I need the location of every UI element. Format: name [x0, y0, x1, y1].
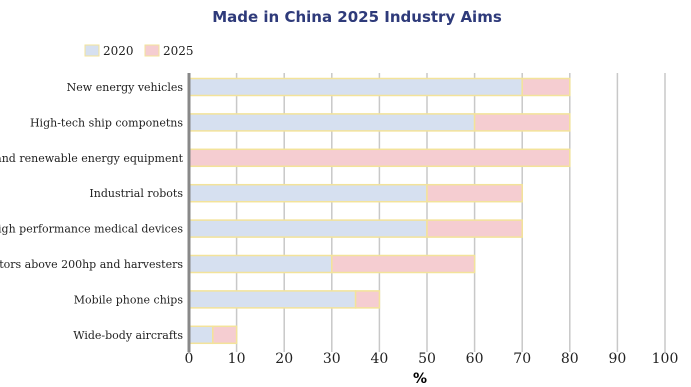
- bar-segment-2025: [354, 290, 381, 309]
- x-tick-label: 10: [228, 351, 246, 367]
- bar-segment-2020: [188, 113, 476, 132]
- x-tick-labels: 0 10 20 30 40 50 60 70 80 90 100: [185, 351, 679, 367]
- x-axis-label: %: [413, 371, 427, 387]
- category-label: Wide-body aircrafts: [73, 329, 183, 342]
- x-tick-label: 100: [652, 351, 679, 367]
- legend-swatch: [84, 44, 100, 57]
- bar-segment-2025: [521, 77, 571, 97]
- legend-label: 2025: [163, 44, 194, 58]
- bar-segment-2025: [426, 183, 523, 203]
- bar-segment-2025: [426, 219, 523, 238]
- x-tick-label: 0: [185, 351, 194, 367]
- x-tick-label: 30: [323, 351, 341, 367]
- legend-swatch: [144, 44, 160, 57]
- legend: 2020 2025: [84, 44, 194, 58]
- category-label: New energy vehicles: [67, 81, 184, 94]
- bar-segment-2025: [188, 148, 571, 168]
- legend-label: 2020: [103, 44, 134, 58]
- bar-segment-2025: [331, 254, 476, 274]
- chart-title: Made in China 2025 Industry Aims: [212, 8, 502, 26]
- category-label: High-tech ship componetns: [30, 116, 183, 129]
- x-tick-label: 20: [275, 351, 293, 367]
- bar-segment-2025: [212, 325, 238, 345]
- category-label: Tractors above 200hp and harvesters: [0, 258, 183, 271]
- bar-segment-2025: [473, 113, 571, 132]
- bars: [188, 77, 571, 345]
- x-tick-label: 60: [466, 351, 484, 367]
- x-tick-label: 80: [561, 351, 579, 367]
- bar-segment-2020: [188, 183, 428, 203]
- x-tick-label: 90: [608, 351, 626, 367]
- bar-segment-2020: [188, 290, 357, 309]
- x-tick-label: 50: [418, 351, 436, 367]
- category-labels: New energy vehicles High-tech ship compon…: [0, 81, 184, 342]
- category-label: New and renewable energy equipment: [0, 152, 184, 165]
- category-label: Mobile phone chips: [74, 293, 184, 306]
- bar-segment-2020: [188, 219, 428, 238]
- bar-segment-2020: [188, 325, 214, 345]
- x-tick-label: 40: [370, 351, 388, 367]
- category-label: Industrial robots: [89, 187, 183, 200]
- category-label: High performance medical devices: [0, 223, 183, 236]
- bar-segment-2020: [188, 77, 523, 97]
- bar-segment-2020: [188, 254, 333, 274]
- x-tick-label: 70: [513, 351, 531, 367]
